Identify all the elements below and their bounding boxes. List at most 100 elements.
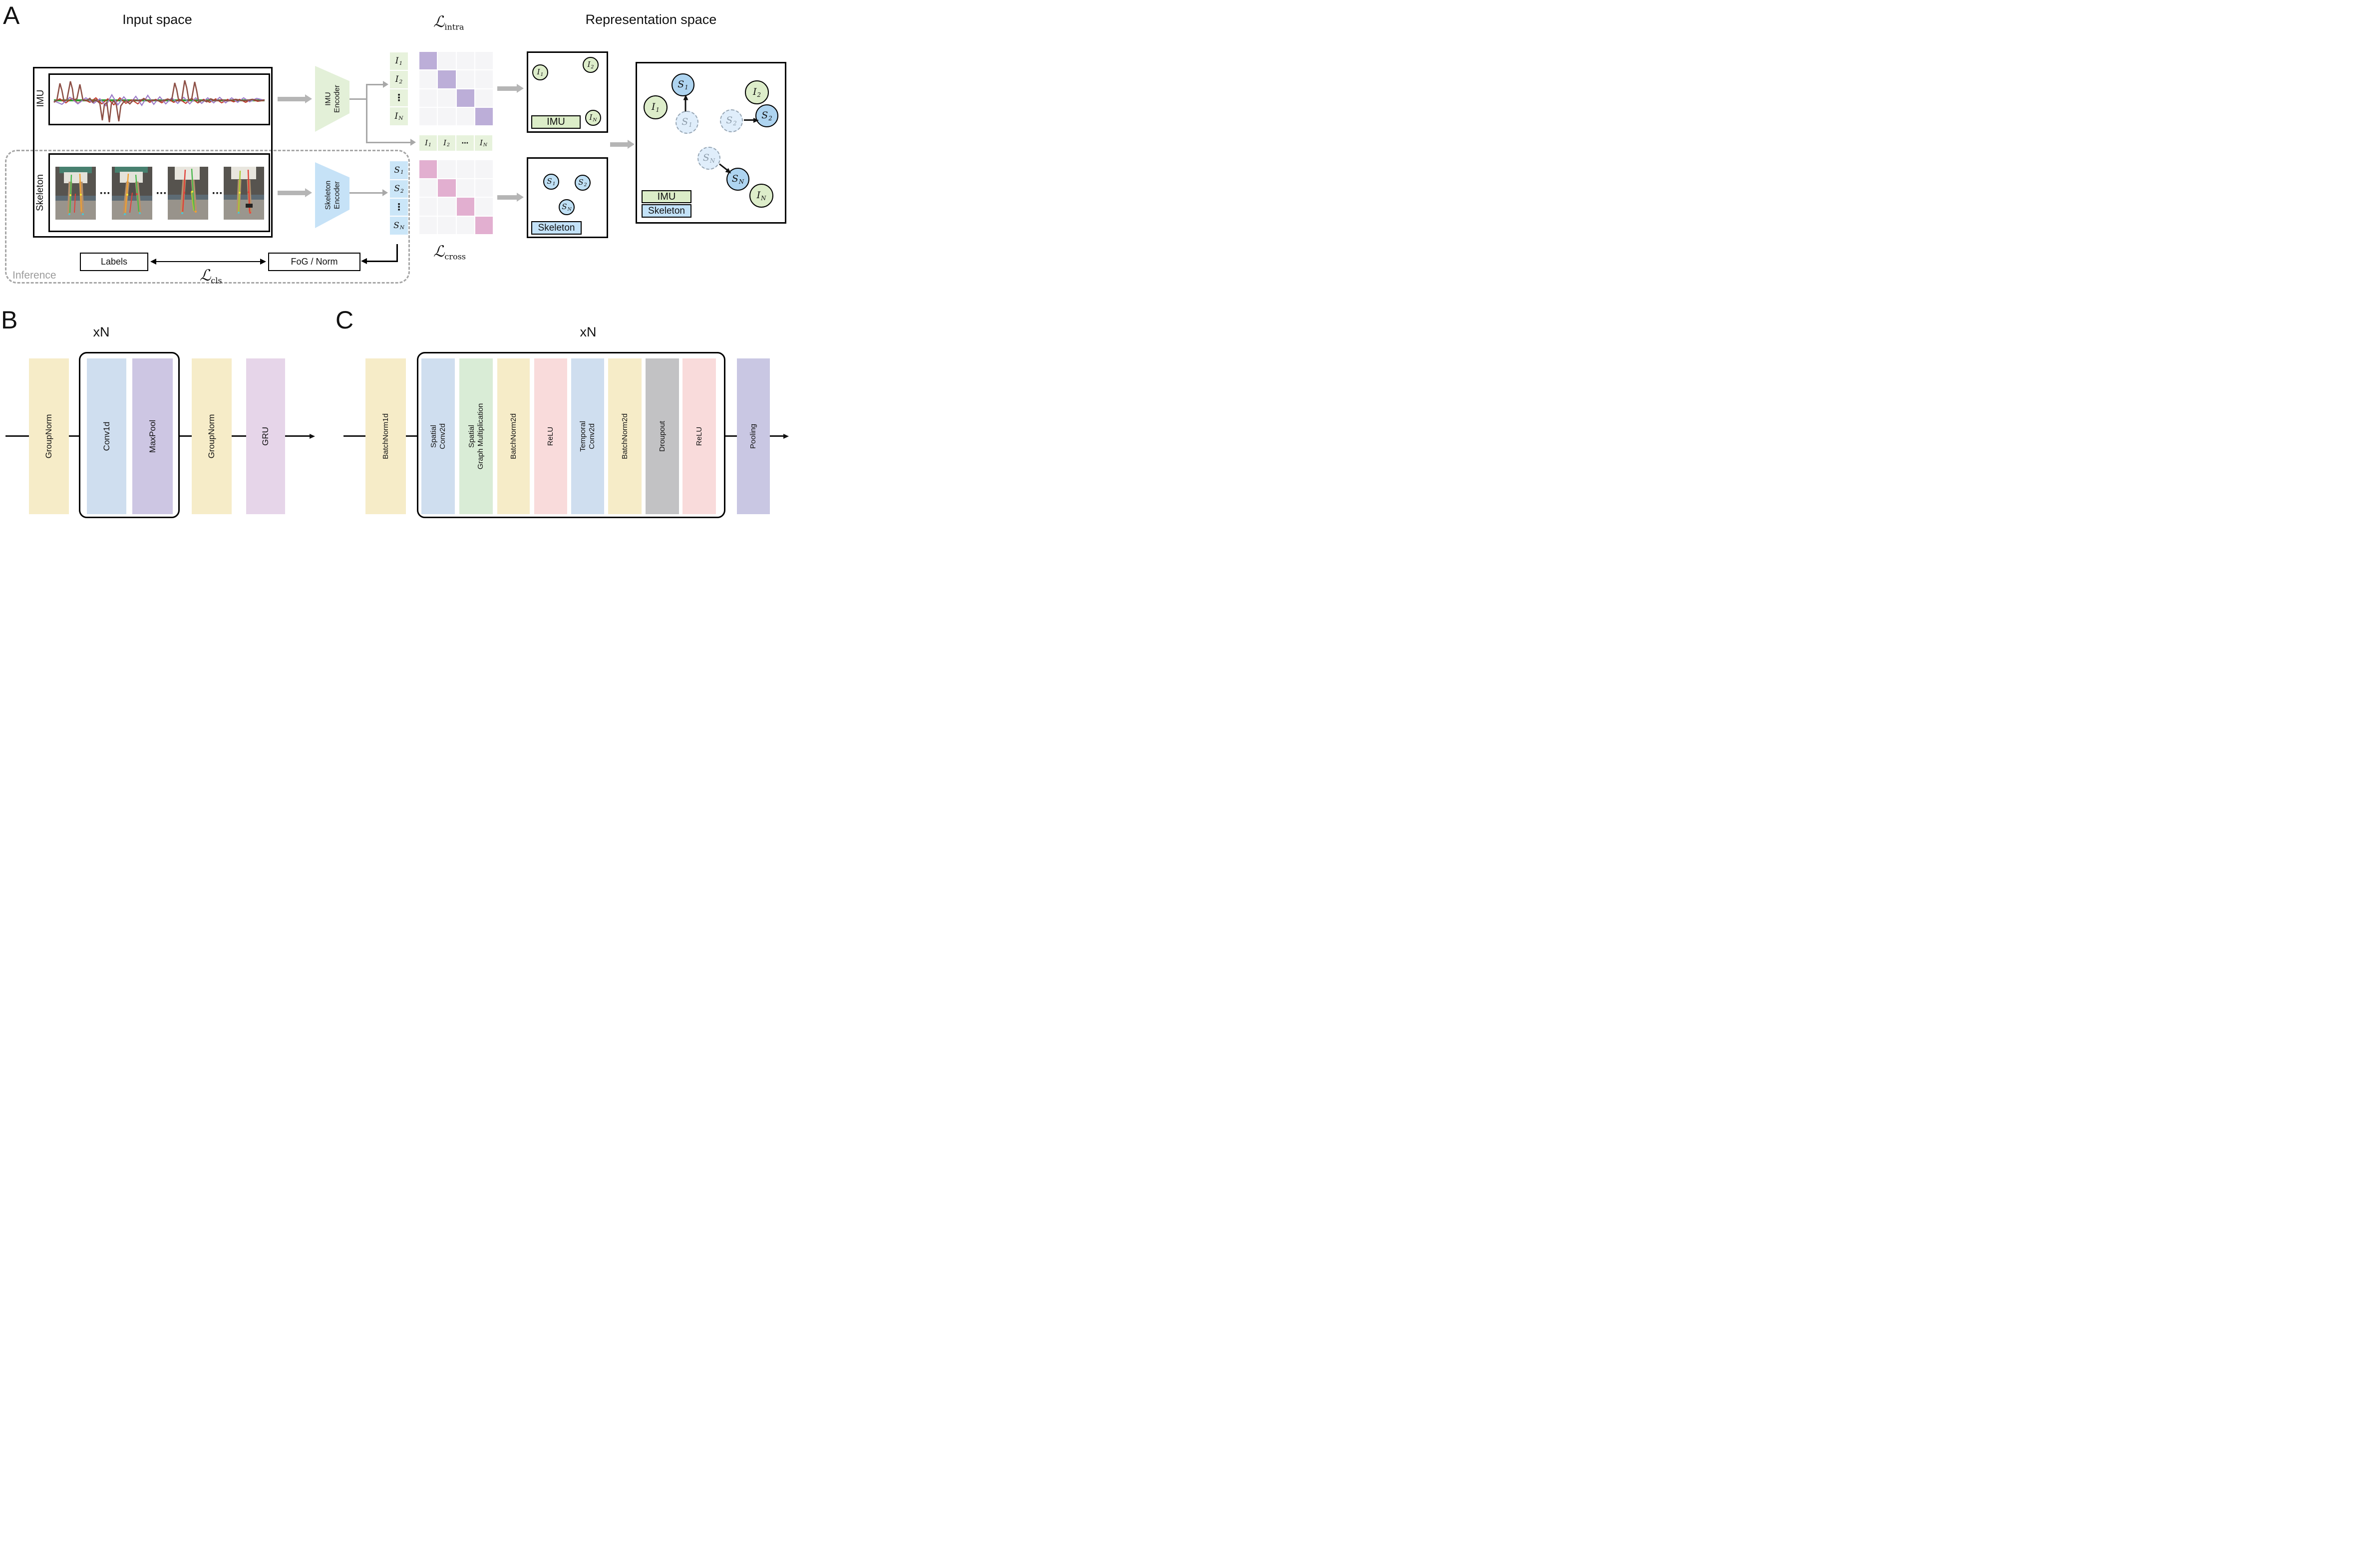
imu-row-cell-dots: ⋯ [456,135,474,151]
imu-encoder-output-line [349,98,367,100]
imu-rep-circle-i1: I1 [532,64,548,80]
skeleton-frame [55,167,96,220]
joint-circle-s1-dashed: S1 [676,111,698,134]
inference-label: Inference [12,270,56,281]
joint-legend-skeleton: Skeleton [642,204,691,218]
labels-box-label: Labels [100,257,128,267]
skeleton-encoder-output-line [349,192,383,194]
block-conv1d: Conv1d [87,358,126,514]
skeleton-rep-legend: Skeleton [531,221,582,235]
panel-b-repeat-label: xN [93,324,110,339]
labels-fog-double-arrow [150,259,266,265]
block-maxpool: MaxPool [132,358,173,514]
to-joint-repbox-arrow [610,140,635,149]
joint-circle-s2-solid: S2 [755,104,778,127]
skeleton-to-encoder-arrow [278,188,312,197]
skeleton-embedding-cell: SN [390,217,408,235]
block-batchnorm2d-2: BatchNorm2d [608,358,642,514]
imu-branch-top-arrowhead [383,81,388,88]
panel-c-letter: C [336,306,353,334]
skeleton-embedding-column: S1 S2 ⋮ SN [390,161,408,235]
block-relu-1: ReLU [534,358,567,514]
loss-cls-subscript: cls [211,276,222,286]
skeleton-encoder-output-arrowhead [382,189,388,196]
imu-embedding-cell-dots: ⋮ [390,89,408,106]
block-gru: GRU [246,358,285,514]
loss-cross-symbol: ℒ [433,243,445,261]
loss-intra: ℒintra [433,13,464,32]
block-spatial-conv2d: Spatial Conv2d [421,358,455,514]
joint-circle-i1: I1 [644,95,668,119]
imu-rep-circle-i2: I2 [583,57,599,73]
imu-rep-legend: IMU [531,115,581,129]
sn-to-fog-arrowhead [361,258,367,264]
panel-b-letter: B [1,306,17,334]
block-batchnorm2d-1: BatchNorm2d [497,358,530,514]
cross-similarity-matrix [419,160,493,234]
block-groupnorm-1: GroupNorm [29,358,69,514]
imu-signal-plot [53,80,265,123]
loss-cross: ℒcross [433,243,466,262]
frame-dots: ··· [99,188,110,199]
sn-to-fog-line-horizontal [366,261,398,262]
block-spatial-graph-multiplication: Spatial Graph Multiplication [459,358,493,514]
frame-dots: ··· [156,188,167,199]
imu-row-vector: I1 I2 ⋯ IN [419,135,492,151]
skeleton-rep-circle-sn: SN [559,199,575,215]
imu-branch-bottom-line [366,142,411,143]
inference-dashed-region [5,150,410,284]
input-space-title: Input space [122,12,192,27]
imu-embedding-cell: I1 [390,52,408,70]
block-temporal-conv2d: Temporal Conv2d [571,358,604,514]
loss-cross-subscript: cross [444,252,466,262]
labels-box: Labels [80,253,148,271]
imu-row-cell: I1 [419,135,437,151]
panel-c: C xN BatchNorm1d Spatial Conv2d Spatial … [0,0,793,519]
imu-branch-top-line [366,84,383,85]
imu-to-encoder-arrow [278,94,312,103]
joint-circle-s1-solid: S1 [672,73,694,96]
joint-circle-i2: I2 [745,80,769,104]
figure-canvas: A Input space Representation space Infer… [0,0,793,519]
skeleton-embedding-cell: S1 [390,161,408,179]
skeleton-embedding-cell: S2 [390,180,408,198]
block-batchnorm1d: BatchNorm1d [365,358,406,514]
block-dropout: Droupout [646,358,679,514]
skeleton-frame [112,167,152,220]
imu-embedding-column: I1 I2 ⋮ IN [390,52,408,125]
loss-intra-subscript: intra [444,22,464,32]
sn-to-fog-line-vertical [396,244,398,262]
frame-dots: ··· [212,188,223,199]
skeleton-rep-circle-s1: S1 [543,174,559,190]
fog-norm-box: FoG / Norm [268,253,360,271]
joint-arrow-s2 [744,117,759,123]
loss-cls-symbol: ℒ [200,267,211,285]
loss-intra-symbol: ℒ [433,13,445,31]
skeleton-embedding-cell-dots: ⋮ [390,199,408,216]
joint-legend-imu: IMU [642,190,691,203]
panel-b: B xN GroupNorm Conv1d MaxPool GroupNorm … [0,0,793,519]
skeleton-frame [224,167,264,220]
input-space-outer-box [33,67,273,238]
matrix-to-imu-repbox-arrow [497,84,524,93]
joint-circle-in: IN [749,184,773,208]
joint-circle-sn-dashed: SN [697,147,720,170]
skeleton-frame [168,167,208,220]
skeleton-rep-circle-s2: S2 [575,175,591,191]
loss-cls: ℒcls [200,267,222,286]
joint-circle-s2-dashed: S2 [720,109,743,132]
block-relu-2: ReLU [682,358,716,514]
block-groupnorm-2: GroupNorm [192,358,232,514]
matrix-to-skeleton-repbox-arrow [497,193,524,202]
panel-a-letter: A [3,1,19,29]
imu-branch-bottom-arrowhead [410,139,416,146]
intra-similarity-matrix [419,52,493,125]
imu-row-cell: IN [475,135,492,151]
block-pooling: Pooling [737,358,770,514]
imu-row-cell: I2 [438,135,455,151]
representation-space-title: Representation space [585,12,717,27]
panel-a: A Input space Representation space Infer… [0,0,793,519]
imu-embedding-cell: I2 [390,71,408,88]
fog-norm-box-label: FoG / Norm [291,257,338,267]
panel-c-repeat-label: xN [580,324,597,339]
